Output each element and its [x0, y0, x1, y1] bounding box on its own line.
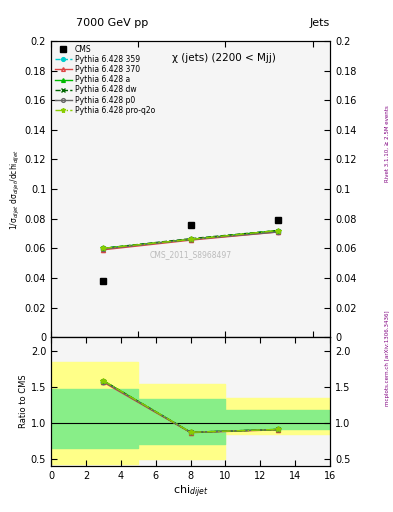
- Pythia 6.428 p0: [188, 237, 193, 243]
- Pythia 6.428 359: [188, 237, 193, 243]
- Pythia 6.428 p0: [275, 229, 280, 235]
- CMS: [188, 222, 193, 228]
- Pythia 6.428 pro-q2o: [275, 227, 280, 233]
- CMS: [275, 217, 280, 223]
- Line: Pythia 6.428 dw: Pythia 6.428 dw: [101, 228, 280, 250]
- Text: Rivet 3.1.10, ≥ 2.5M events: Rivet 3.1.10, ≥ 2.5M events: [385, 105, 389, 182]
- Line: Pythia 6.428 359: Pythia 6.428 359: [101, 228, 280, 250]
- Line: Pythia 6.428 370: Pythia 6.428 370: [101, 230, 280, 252]
- Pythia 6.428 370: [188, 237, 193, 243]
- Text: 7000 GeV pp: 7000 GeV pp: [76, 18, 149, 28]
- Pythia 6.428 359: [275, 227, 280, 233]
- Pythia 6.428 dw: [101, 245, 106, 251]
- Text: mcplots.cern.ch [arXiv:1306.3436]: mcplots.cern.ch [arXiv:1306.3436]: [385, 311, 389, 406]
- Pythia 6.428 pro-q2o: [188, 237, 193, 243]
- Legend: CMS, Pythia 6.428 359, Pythia 6.428 370, Pythia 6.428 a, Pythia 6.428 dw, Pythia: CMS, Pythia 6.428 359, Pythia 6.428 370,…: [53, 43, 156, 116]
- Pythia 6.428 370: [101, 247, 106, 253]
- Pythia 6.428 a: [275, 227, 280, 233]
- Pythia 6.428 pro-q2o: [101, 245, 106, 251]
- Line: Pythia 6.428 p0: Pythia 6.428 p0: [101, 230, 280, 251]
- X-axis label: chi$_{dijet}$: chi$_{dijet}$: [173, 483, 208, 500]
- Line: Pythia 6.428 a: Pythia 6.428 a: [101, 228, 280, 250]
- Pythia 6.428 a: [188, 237, 193, 243]
- Pythia 6.428 p0: [101, 246, 106, 252]
- Pythia 6.428 a: [101, 245, 106, 251]
- Y-axis label: Ratio to CMS: Ratio to CMS: [19, 375, 28, 429]
- Text: χ (jets) (2200 < Mjj): χ (jets) (2200 < Mjj): [172, 53, 276, 63]
- Pythia 6.428 dw: [188, 236, 193, 242]
- Y-axis label: 1/σ$_{dijet}$ dσ$_{dijet}$/dchi$_{dijet}$: 1/σ$_{dijet}$ dσ$_{dijet}$/dchi$_{dijet}…: [9, 148, 22, 229]
- Line: Pythia 6.428 pro-q2o: Pythia 6.428 pro-q2o: [101, 228, 281, 251]
- Pythia 6.428 359: [101, 245, 106, 251]
- Pythia 6.428 370: [275, 229, 280, 235]
- Text: CMS_2011_S8968497: CMS_2011_S8968497: [150, 250, 231, 259]
- Text: Jets: Jets: [310, 18, 330, 28]
- CMS: [101, 278, 106, 284]
- Line: CMS: CMS: [100, 217, 281, 284]
- Pythia 6.428 dw: [275, 227, 280, 233]
